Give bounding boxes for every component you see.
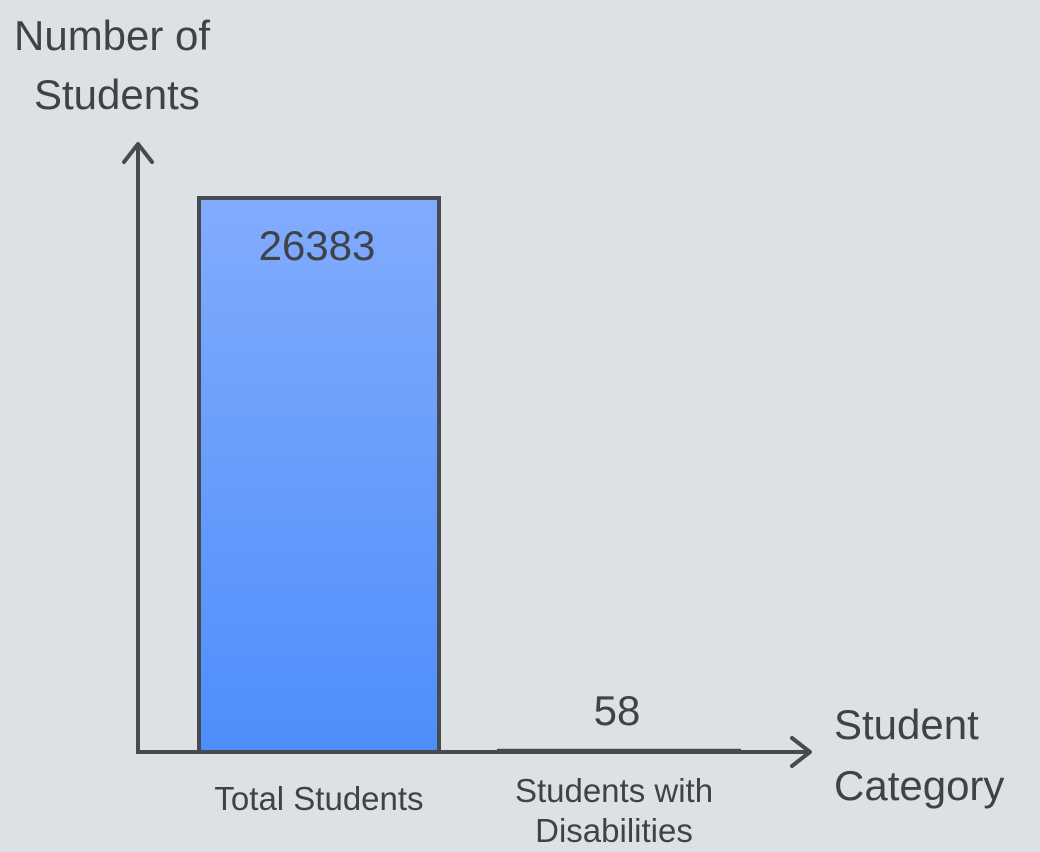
data-label-1: 58 [594, 687, 641, 734]
category-label-1: Students with Disabilities [515, 772, 713, 849]
y-axis-title-line-1: Number of [14, 12, 210, 59]
data-label-0: 26383 [259, 222, 376, 269]
category-label-1-line-0: Students with [515, 772, 713, 809]
bar-students-with-disabilities [497, 748, 741, 755]
x-axis-arrowhead [790, 736, 812, 768]
y-axis-title-line-2: Students [34, 71, 200, 118]
data-labels: 26383 58 [259, 222, 641, 734]
category-tick-labels: Total Students Students with Disabilities [214, 772, 713, 849]
bars [197, 196, 741, 755]
bar-total-students [197, 196, 441, 754]
category-label-0-line-0: Total Students [214, 780, 423, 817]
y-axis-arrowhead [122, 142, 154, 164]
category-label-1-line-1: Disabilities [535, 812, 693, 849]
x-axis-title-line-1: Student [834, 701, 979, 748]
x-axis-title-line-2: Category [834, 762, 1004, 809]
category-label-0: Total Students [214, 780, 423, 817]
